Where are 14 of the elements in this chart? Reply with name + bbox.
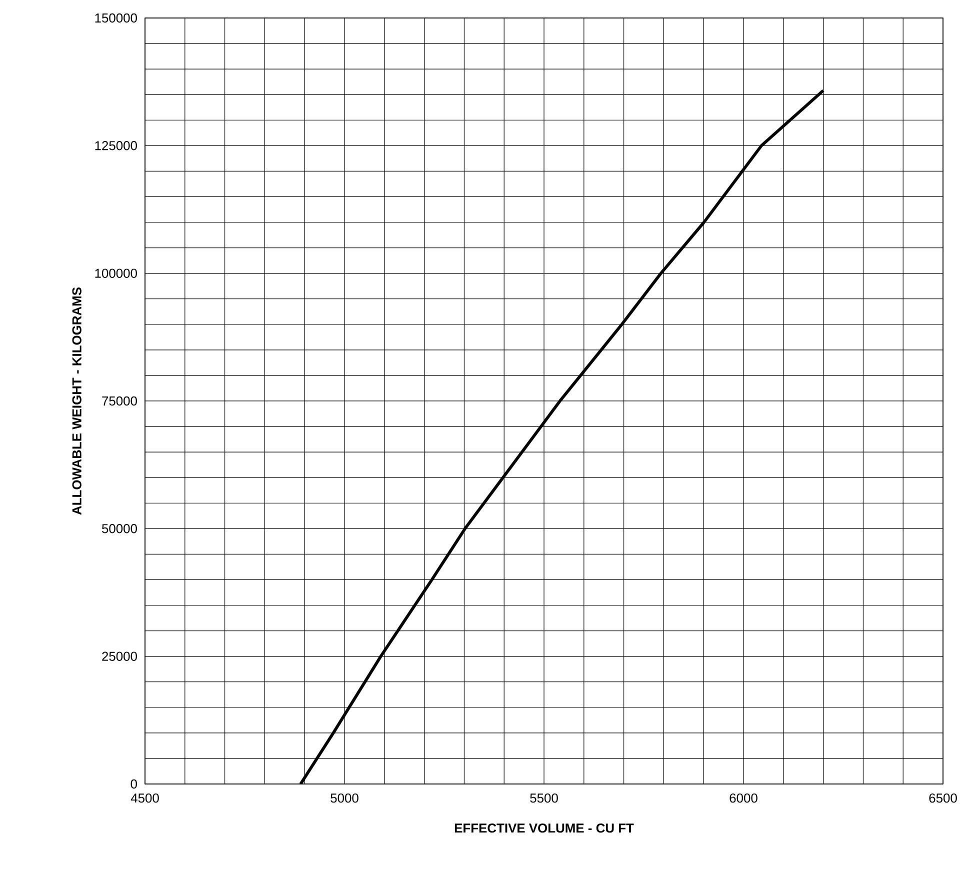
y-tick-label: 25000: [102, 652, 137, 661]
y-tick-label: 50000: [102, 524, 137, 534]
y-tick-label: 75000: [102, 396, 137, 406]
y-tick-label: 125000: [95, 141, 137, 150]
y-axis-title: ALLOWABLE WEIGHT - KILOGRAMS: [72, 287, 82, 515]
x-tick-label: 6500: [929, 794, 957, 803]
y-tick-label: 150000: [95, 13, 137, 23]
y-tick-label: 100000: [95, 268, 137, 278]
x-tick-label: 5500: [530, 794, 558, 803]
x-axis-title: EFFECTIVE VOLUME - CU FT: [454, 824, 634, 833]
x-tick-label: 6000: [730, 794, 758, 803]
y-tick-label: 0: [130, 779, 137, 789]
x-tick-label: 4500: [130, 794, 159, 803]
x-tick-label: 5000: [330, 794, 358, 803]
